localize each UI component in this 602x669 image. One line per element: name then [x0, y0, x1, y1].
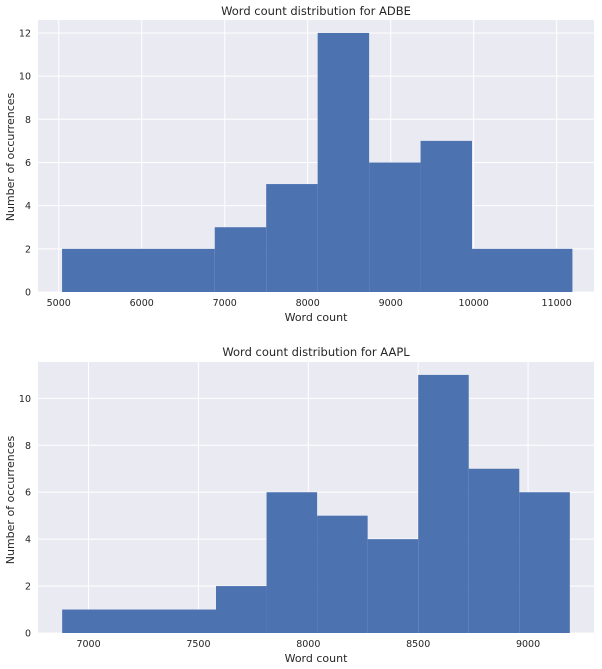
- y-tick-label: 8: [25, 441, 31, 452]
- y-axis-label-adbe: Number of occurrences: [4, 92, 17, 221]
- aapl-histogram: Word count distribution for AAPL 7000 750…: [4, 345, 594, 665]
- x-tick-label: 8000: [296, 298, 320, 309]
- x-tick-label: 7500: [186, 639, 210, 650]
- x-tick-label: 7000: [76, 639, 100, 650]
- histogram-bar: [519, 492, 570, 633]
- x-tick-label: 9000: [516, 639, 540, 650]
- histogram-bar: [472, 248, 573, 292]
- x-tick-label: 8000: [296, 639, 320, 650]
- histogram-bar: [468, 468, 520, 633]
- histogram-bar: [216, 586, 267, 633]
- y-tick-label: 2: [25, 244, 31, 255]
- chart-title-adbe: Word count distribution for ADBE: [221, 4, 411, 18]
- y-tick-label: 8: [25, 115, 31, 126]
- chart-title-aapl: Word count distribution for AAPL: [222, 345, 410, 359]
- x-tick-label: 5000: [47, 298, 71, 309]
- histogram-bar: [420, 140, 473, 292]
- adbe-histogram: Word count distribution for ADBE 5000 600…: [4, 4, 594, 324]
- y-tick-label: 10: [19, 394, 31, 405]
- histogram-bar: [266, 492, 318, 633]
- y-tick-label: 4: [25, 201, 31, 212]
- x-tick-label: 11000: [542, 298, 572, 309]
- x-tick-label: 7000: [213, 298, 237, 309]
- histogram-bar: [317, 32, 370, 292]
- y-tick-label: 12: [19, 28, 31, 39]
- x-axis-label-adbe: Word count: [285, 311, 348, 324]
- y-tick-label: 10: [19, 72, 31, 83]
- histogram-bar: [62, 609, 217, 633]
- x-tick-label: 9000: [379, 298, 403, 309]
- histogram-bar: [367, 539, 419, 633]
- y-axis-label-aapl: Number of occurrences: [4, 435, 17, 564]
- histogram-bar: [418, 374, 469, 633]
- y-tick-label: 4: [25, 535, 31, 546]
- y-tick-label: 6: [25, 158, 31, 169]
- y-tick-label: 2: [25, 582, 31, 593]
- y-tick-label: 0: [25, 288, 31, 299]
- histogram-bar: [214, 227, 267, 292]
- y-tick-label: 6: [25, 488, 31, 499]
- histogram-bar: [369, 162, 421, 292]
- x-tick-label: 6000: [130, 298, 154, 309]
- x-tick-label: 10000: [459, 298, 489, 309]
- x-axis-label-aapl: Word count: [285, 652, 348, 665]
- histogram-bar: [266, 184, 318, 292]
- x-tick-label: 8500: [406, 639, 430, 650]
- histogram-bar: [62, 248, 215, 292]
- histogram-bar: [317, 515, 368, 633]
- y-tick-label: 0: [25, 629, 31, 640]
